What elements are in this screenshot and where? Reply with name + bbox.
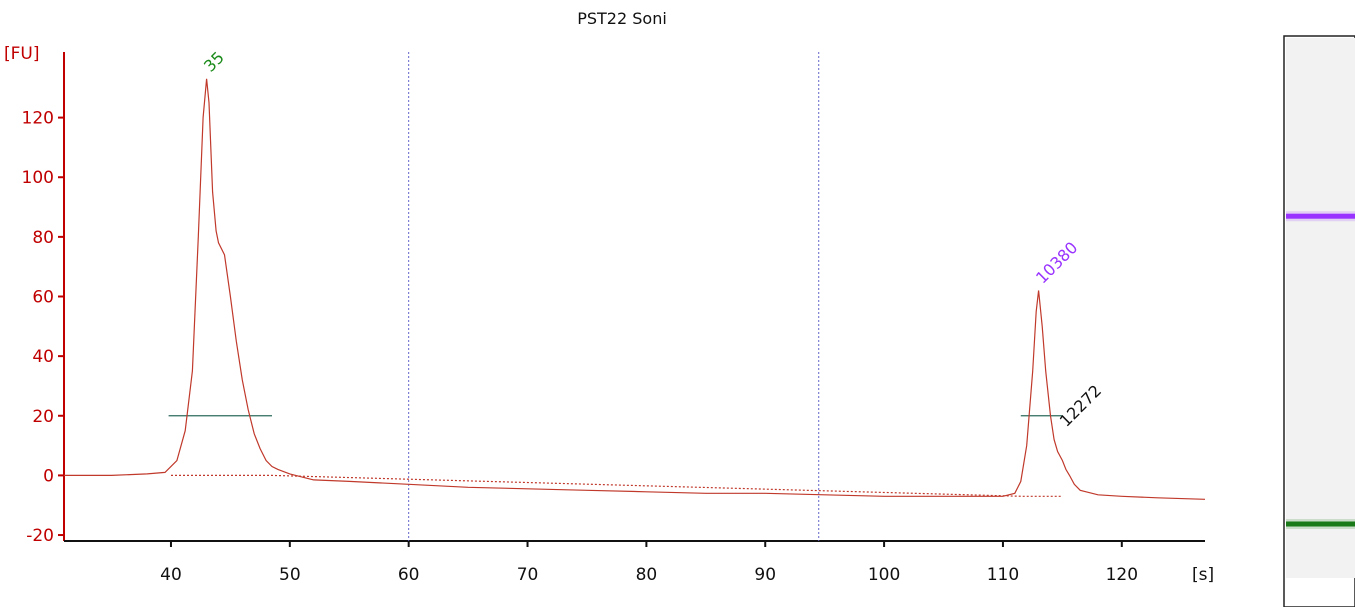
x-tick-label: 80	[636, 565, 658, 585]
y-tick-label: 120	[22, 109, 54, 129]
gel-lane-background	[1286, 38, 1355, 578]
y-tick-label: -20	[26, 526, 54, 546]
y-tick-label: 100	[22, 168, 54, 188]
gel-lane	[1283, 35, 1355, 607]
axes: [FU] [s]	[4, 44, 1214, 585]
x-tick-label: 50	[279, 565, 301, 585]
x-tick-label: 40	[160, 565, 182, 585]
x-tick-label: 100	[868, 565, 900, 585]
peak-label: 12272	[1056, 381, 1105, 430]
series-lines	[64, 78, 1206, 500]
marker-lines	[408, 52, 820, 541]
gel-band	[1286, 213, 1355, 219]
y-tick-label: 20	[32, 407, 54, 427]
baseline-trace	[171, 474, 1063, 497]
y-tick-label: 40	[32, 347, 54, 367]
y-tick-label: 60	[32, 288, 54, 308]
chart-title: PST22 Soni	[577, 9, 667, 28]
x-tick-label: 120	[1106, 565, 1138, 585]
gel-band	[1286, 521, 1355, 527]
signal-trace	[64, 78, 1206, 500]
peak-label: 35	[200, 48, 228, 76]
peak-labels: 35 10380 12272	[200, 48, 1105, 431]
x-axis-label: [s]	[1192, 565, 1214, 585]
y-tick-label: 0	[43, 466, 54, 486]
x-ticks: 40 50 60 70 80 90 100 110 120	[160, 541, 1138, 585]
y-axis-label: [FU]	[4, 44, 40, 64]
y-ticks: -20 0 20 40 60 80 100 120	[22, 109, 64, 546]
x-tick-label: 110	[987, 565, 1019, 585]
x-tick-label: 70	[517, 565, 539, 585]
x-tick-label: 60	[398, 565, 420, 585]
peak-label: 10380	[1032, 238, 1081, 287]
y-tick-label: 80	[32, 228, 54, 248]
x-tick-label: 90	[754, 565, 776, 585]
